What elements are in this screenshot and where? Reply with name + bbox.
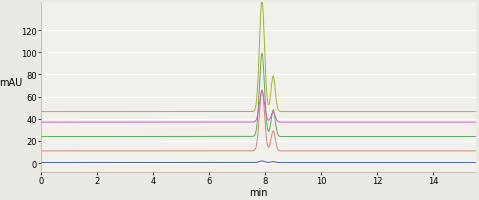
Y-axis label: mAU: mAU <box>0 78 23 88</box>
X-axis label: min: min <box>249 187 268 197</box>
